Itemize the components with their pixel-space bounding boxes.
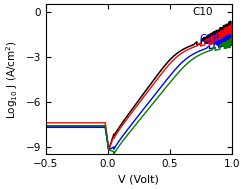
X-axis label: V (Volt): V (Volt)	[118, 175, 159, 185]
Text: C10: C10	[192, 7, 213, 17]
Text: C18: C18	[199, 34, 220, 44]
Y-axis label: Log$_{10}$ J (A/cm$^2$): Log$_{10}$ J (A/cm$^2$)	[4, 40, 20, 119]
